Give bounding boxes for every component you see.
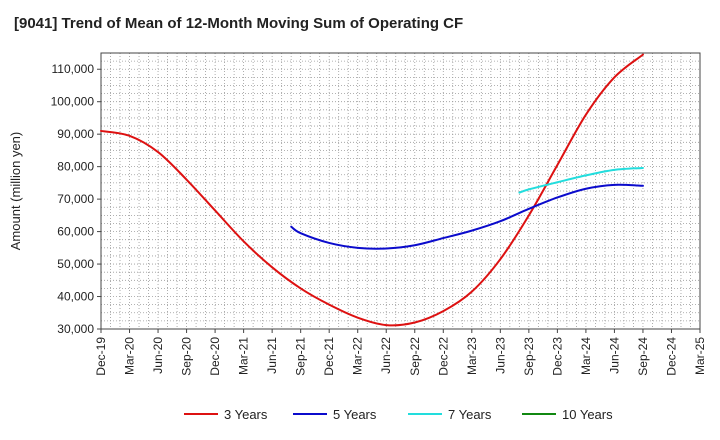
y-axis: 30,000 40,000 50,000 60,000 70,000 80,000 90,0… (51, 62, 101, 336)
y-tick-label: 30,000 (57, 322, 94, 336)
x-axis: Dec-19 Mar-20 Jun-20 Sep-20 Dec-20 Mar-21 Jun-… (94, 329, 707, 376)
x-tick-label: Jun-23 (493, 337, 507, 374)
x-tick-label: Dec-23 (550, 337, 564, 376)
series-line-7-years (518, 166, 644, 194)
x-tick-label: Sep-21 (294, 337, 308, 376)
grid (100, 52, 701, 330)
legend-label: 3 Years (224, 407, 268, 422)
x-tick-label: Mar-25 (693, 337, 707, 375)
y-tick-label: 60,000 (57, 225, 94, 239)
x-tick-label: Mar-23 (465, 337, 479, 375)
legend-label: 10 Years (562, 407, 613, 422)
x-tick-label: Sep-23 (522, 337, 536, 376)
x-tick-label: Mar-21 (237, 337, 251, 375)
x-tick-label: Sep-22 (408, 337, 422, 376)
x-tick-label: Dec-21 (322, 337, 336, 376)
y-tick-label: 110,000 (52, 62, 95, 76)
x-tick-label: Mar-20 (123, 337, 137, 375)
y-tick-label: 90,000 (57, 127, 94, 141)
y-tick-label: 50,000 (57, 257, 94, 271)
x-tick-label: Jun-21 (265, 337, 279, 374)
x-tick-label: Dec-19 (94, 337, 108, 376)
x-tick-label: Sep-24 (636, 337, 650, 376)
legend: 3 Years 5 Years 7 Years 10 Years (184, 407, 613, 422)
x-tick-label: Dec-22 (436, 337, 450, 376)
chart-title: [9041] Trend of Mean of 12-Month Moving … (14, 15, 463, 32)
x-tick-label: Dec-24 (664, 337, 678, 376)
x-tick-label: Mar-22 (351, 337, 365, 375)
plot-frame (100, 52, 701, 330)
x-tick-label: Jun-20 (151, 337, 165, 374)
x-tick-label: Dec-20 (208, 337, 222, 376)
series-line-5-years (290, 183, 644, 250)
x-tick-label: Mar-24 (579, 337, 593, 375)
series-layer (100, 53, 644, 327)
x-tick-label: Jun-24 (607, 337, 621, 374)
legend-label: 7 Years (448, 407, 492, 422)
legend-label: 5 Years (333, 407, 377, 422)
y-axis-label: Amount (million yen) (8, 132, 23, 251)
y-tick-label: 100,000 (51, 95, 95, 109)
series-line-3-years (100, 53, 644, 327)
y-tick-label: 40,000 (57, 290, 94, 304)
x-tick-label: Jun-22 (379, 337, 393, 374)
y-tick-label: 70,000 (57, 192, 94, 206)
x-tick-label: Sep-20 (180, 337, 194, 376)
y-tick-label: 80,000 (57, 160, 94, 174)
